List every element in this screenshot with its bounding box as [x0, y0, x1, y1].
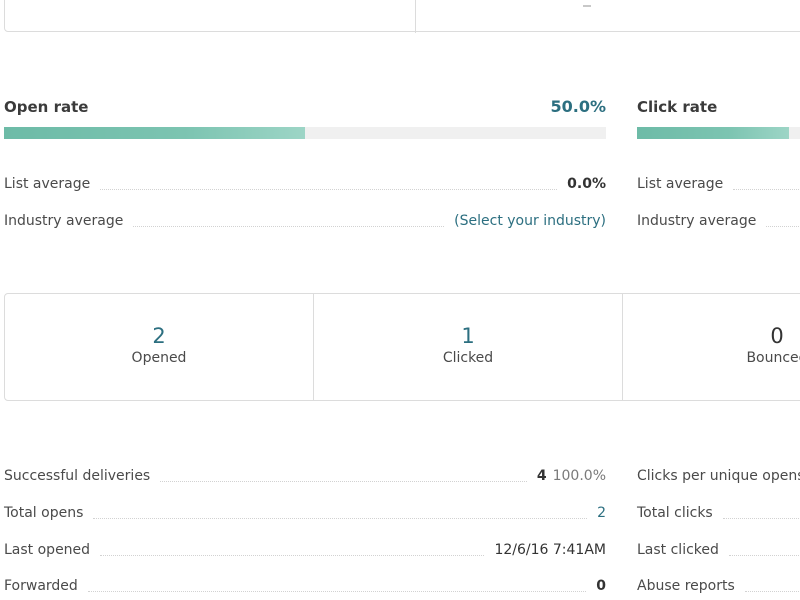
click-rate-bar: [637, 127, 800, 139]
dotted-leader: [766, 215, 800, 227]
open-rate-bar-fill: [4, 127, 305, 139]
successful-deliveries-label: Successful deliveries: [4, 468, 151, 484]
dotted-leader: [87, 580, 587, 592]
bounced-label: Bounced: [746, 350, 800, 366]
select-industry-link[interactable]: (Select your industry): [454, 213, 606, 229]
bounced-count-cell[interactable]: 0 Bounced: [623, 294, 800, 400]
list-average-value: 0.0%: [567, 176, 606, 192]
top-card-text-fragment: [583, 1, 591, 7]
counts-divider: [622, 294, 623, 400]
open-list-average-row: List average 0.0%: [4, 174, 606, 194]
dotted-leader: [728, 544, 800, 556]
total-opens-row: Total opens 2: [4, 503, 606, 523]
last-opened-row: Last opened 12/6/16 7:41AM: [4, 540, 606, 560]
top-summary-card: [4, 0, 800, 33]
opened-count-cell[interactable]: 2 Opened: [5, 294, 313, 400]
dotted-leader: [733, 178, 800, 190]
last-opened-value: 12/6/16 7:41AM: [494, 542, 606, 558]
dotted-leader: [100, 178, 558, 190]
click-rate-bar-fill: [637, 127, 789, 139]
last-clicked-label: Last clicked: [637, 542, 719, 558]
counts-divider: [313, 294, 314, 400]
abuse-reports-label: Abuse reports: [637, 578, 735, 594]
total-opens-link[interactable]: 2: [597, 505, 606, 521]
successful-deliveries-percent: 100.0%: [552, 468, 606, 484]
clicked-count: 1: [461, 324, 475, 348]
click-rate-title: Click rate: [637, 98, 718, 116]
dotted-leader: [722, 507, 800, 519]
open-rate-value: 50.0%: [550, 97, 606, 116]
forwarded-value: 0: [596, 578, 606, 594]
total-clicks-row: Total clicks: [637, 503, 800, 523]
clicks-per-unique-opens-row: Clicks per unique opens: [637, 466, 800, 486]
successful-deliveries-row: Successful deliveries 4 100.0%: [4, 466, 606, 486]
dotted-leader: [744, 580, 800, 592]
last-clicked-row: Last clicked: [637, 540, 800, 560]
open-industry-average-row: Industry average (Select your industry): [4, 211, 606, 231]
bounced-count: 0: [770, 324, 784, 348]
click-list-average-row: List average: [637, 174, 800, 194]
opened-count: 2: [152, 324, 166, 348]
industry-average-label: Industry average: [4, 213, 124, 229]
dotted-leader: [160, 470, 527, 482]
clicks-per-unique-opens-label: Clicks per unique opens: [637, 468, 800, 484]
dotted-leader: [93, 507, 588, 519]
open-rate-title: Open rate: [4, 98, 89, 116]
click-industry-average-row: Industry average: [637, 211, 800, 231]
successful-deliveries-count: 4: [536, 468, 547, 484]
list-average-label: List average: [4, 176, 91, 192]
dotted-leader: [100, 544, 485, 556]
list-average-label: List average: [637, 176, 724, 192]
abuse-reports-row: Abuse reports: [637, 576, 800, 596]
total-opens-label: Total opens: [4, 505, 84, 521]
total-clicks-label: Total clicks: [637, 505, 713, 521]
clicked-count-cell[interactable]: 1 Clicked: [314, 294, 622, 400]
counts-card: 2 Opened 1 Clicked 0 Bounced: [4, 293, 800, 401]
clicked-label: Clicked: [442, 350, 494, 366]
top-card-divider: [415, 0, 416, 33]
forwarded-row: Forwarded 0: [4, 576, 606, 596]
opened-label: Opened: [131, 350, 187, 366]
dotted-leader: [133, 215, 445, 227]
forwarded-label: Forwarded: [4, 578, 78, 594]
industry-average-label: Industry average: [637, 213, 757, 229]
last-opened-label: Last opened: [4, 542, 91, 558]
open-rate-bar: [4, 127, 606, 139]
